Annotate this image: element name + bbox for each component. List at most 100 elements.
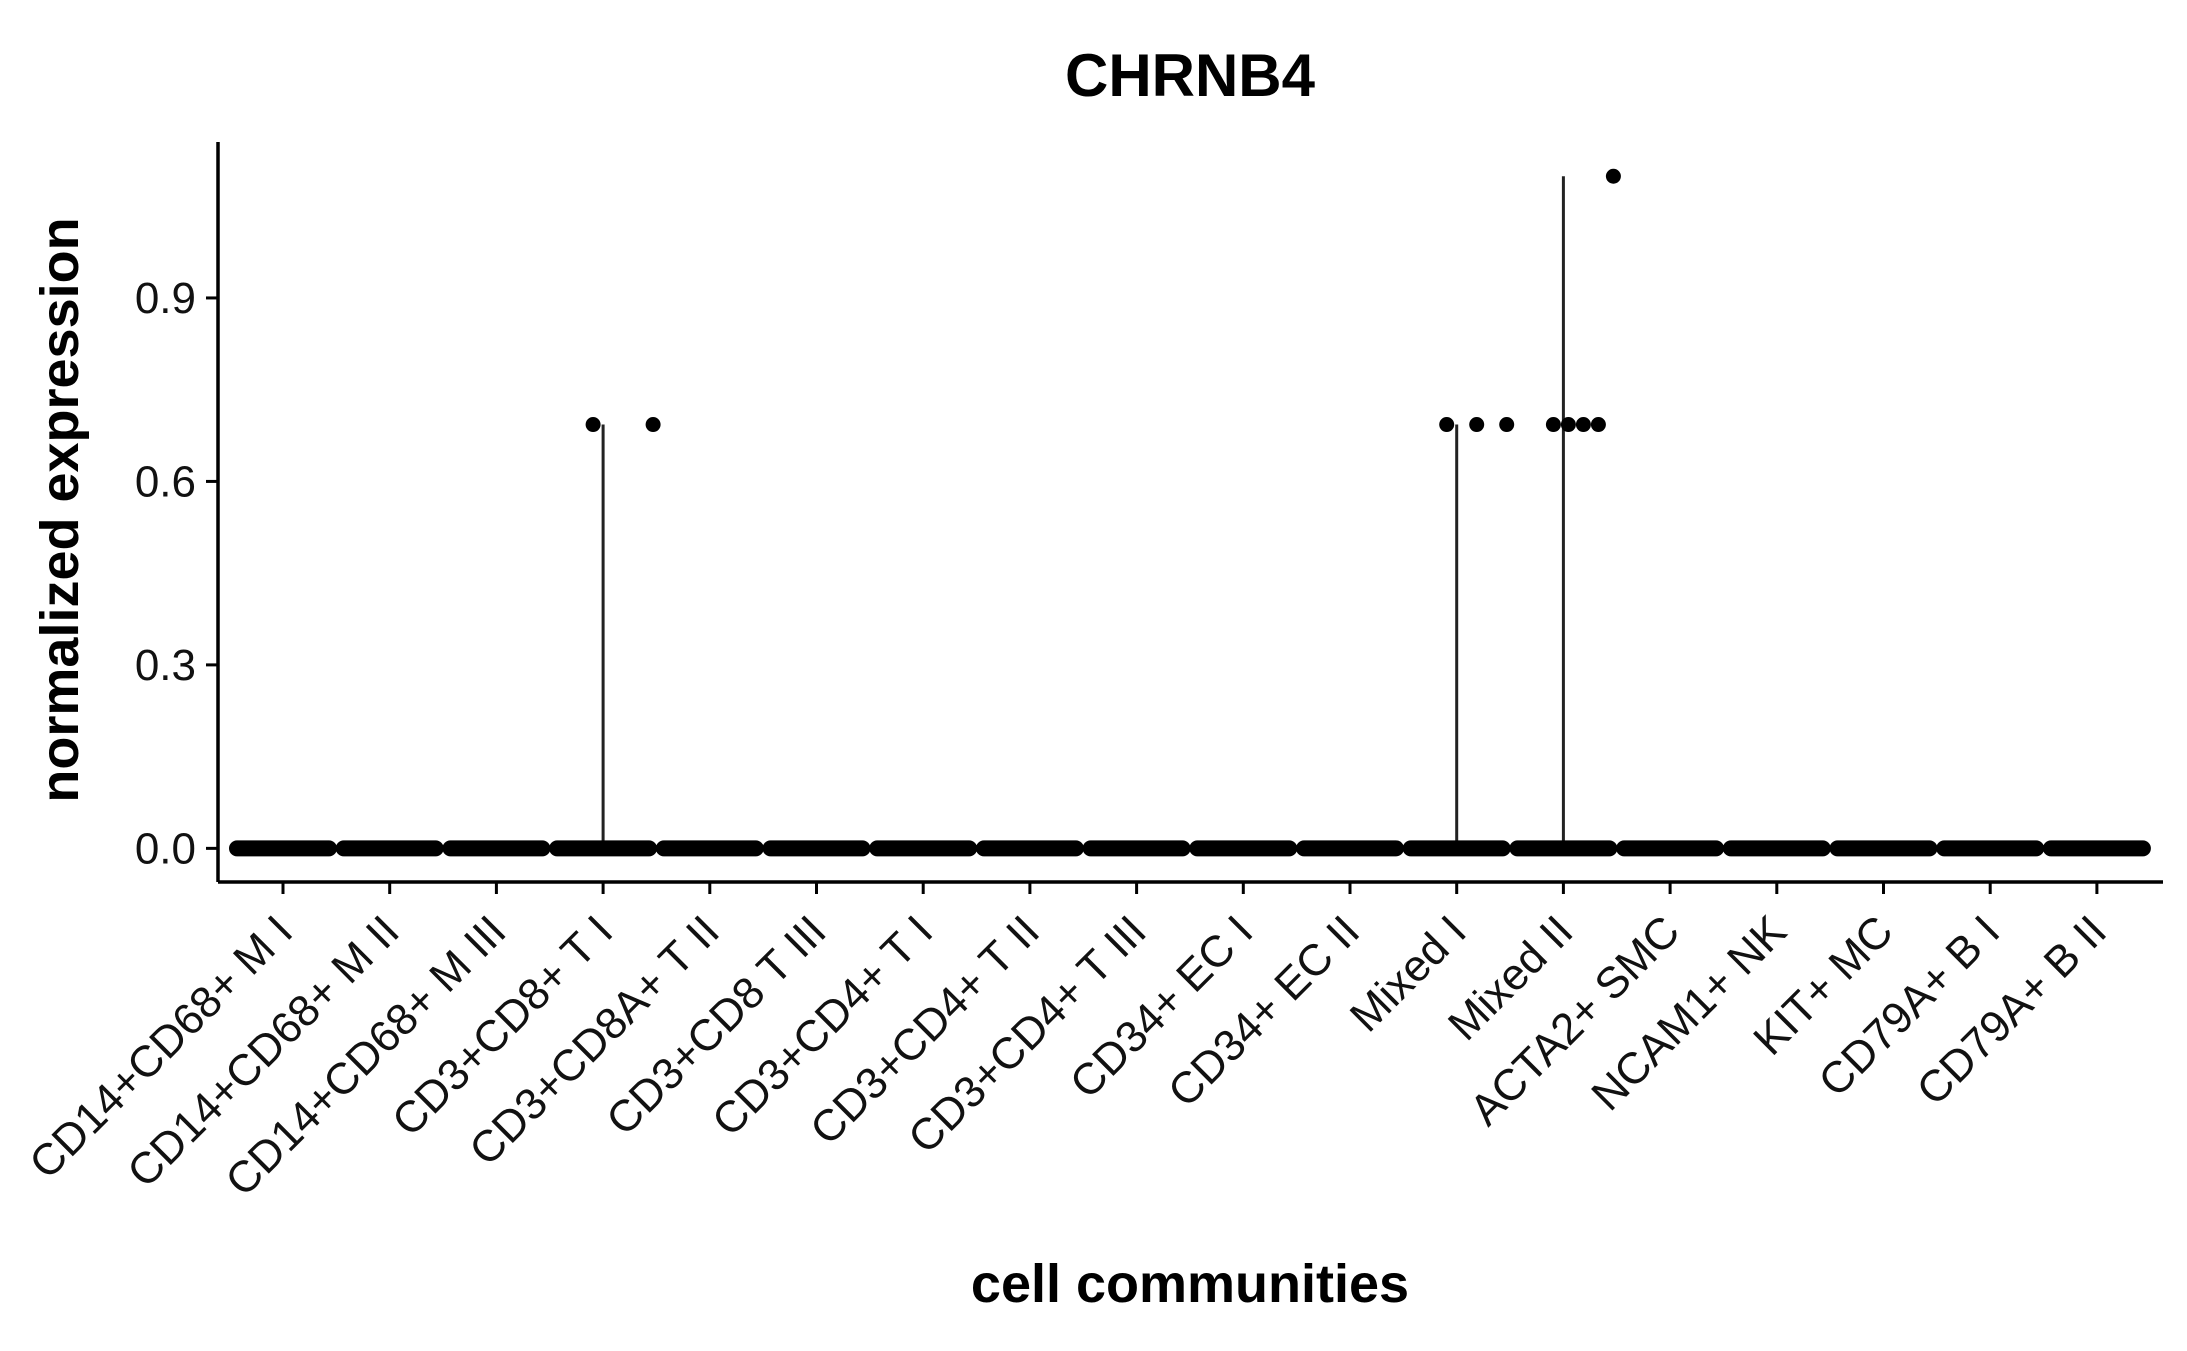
data-point — [1938, 841, 1953, 856]
data-point — [1648, 841, 1663, 856]
data-point — [824, 841, 839, 856]
data-point — [1618, 841, 1633, 856]
data-point — [1266, 841, 1281, 856]
data-point — [1439, 417, 1455, 433]
data-point — [1545, 417, 1561, 433]
data-point — [2028, 841, 2043, 856]
data-point — [1590, 417, 1606, 433]
data-point — [1693, 841, 1708, 856]
data-point — [551, 841, 566, 856]
data-point — [1861, 841, 1876, 856]
data-point — [1784, 841, 1799, 856]
data-point — [2044, 841, 2059, 856]
data-point — [306, 841, 320, 856]
data-point — [1221, 841, 1236, 856]
data-point — [352, 841, 367, 856]
data-point — [977, 841, 992, 856]
data-point — [1084, 841, 1099, 856]
plot-area — [229, 168, 2151, 857]
data-point — [1328, 841, 1342, 856]
data-point — [489, 841, 504, 856]
data-point — [1541, 841, 1556, 856]
category-group-8 — [975, 840, 1084, 857]
data-point — [764, 841, 779, 856]
data-point — [459, 841, 474, 856]
data-point — [672, 841, 687, 856]
data-point — [854, 841, 869, 856]
data-point — [1499, 417, 1515, 433]
data-point — [474, 841, 489, 856]
data-point — [1921, 841, 1936, 856]
data-point — [1799, 841, 1814, 856]
data-point — [1206, 841, 1221, 856]
data-point — [1251, 841, 1266, 856]
data-point — [337, 841, 352, 856]
category-group-18 — [2042, 840, 2151, 857]
data-point — [534, 841, 549, 856]
data-point — [581, 841, 596, 856]
data-point — [566, 841, 581, 856]
category-group-16 — [1829, 840, 1938, 857]
data-point — [1144, 841, 1159, 856]
data-point — [1998, 841, 2013, 856]
category-group-4 — [549, 417, 661, 857]
data-point — [961, 841, 976, 856]
data-point — [611, 841, 626, 856]
data-point — [427, 841, 442, 856]
data-point — [1754, 841, 1769, 856]
data-point — [1469, 417, 1485, 433]
data-point — [1571, 841, 1586, 856]
data-point — [1419, 841, 1434, 856]
data-point — [641, 841, 656, 856]
category-group-5 — [655, 840, 764, 857]
data-point — [1678, 841, 1693, 856]
y-tick-label: 0.9 — [135, 274, 196, 323]
data-point — [901, 841, 916, 856]
data-point — [1388, 841, 1402, 856]
data-point — [2089, 841, 2104, 856]
data-point — [1601, 841, 1616, 856]
x-axis-label: cell communities — [971, 1254, 1409, 1314]
data-point — [1434, 841, 1449, 856]
y-tick-label: 0.0 — [135, 824, 196, 873]
data-point — [1343, 841, 1357, 856]
data-point — [717, 841, 732, 856]
category-group-14 — [1616, 840, 1725, 857]
data-point — [2059, 841, 2074, 856]
data-point — [1831, 841, 1846, 856]
y-tick-label: 0.3 — [135, 641, 196, 690]
data-point — [1511, 841, 1526, 856]
data-point — [779, 841, 794, 856]
data-point — [886, 841, 901, 856]
data-point — [2013, 841, 2028, 856]
data-point — [1129, 841, 1144, 856]
category-group-17 — [1936, 840, 2045, 857]
data-point — [1891, 841, 1906, 856]
data-point — [687, 841, 702, 856]
data-point — [794, 841, 809, 856]
data-point — [321, 841, 335, 856]
data-point — [1159, 841, 1174, 856]
data-point — [1708, 841, 1723, 856]
data-point — [839, 841, 854, 856]
data-point — [1298, 841, 1312, 856]
data-point — [1953, 841, 1968, 856]
data-point — [946, 841, 961, 856]
data-point — [1739, 841, 1754, 856]
data-point — [1586, 841, 1601, 856]
data-point — [1494, 841, 1509, 856]
data-point — [702, 841, 717, 856]
data-point — [1067, 841, 1082, 856]
data-point — [1663, 841, 1678, 856]
data-point — [397, 841, 412, 856]
chart-title: CHRNB4 — [1065, 42, 1316, 109]
data-point — [412, 841, 427, 856]
data-point — [871, 841, 886, 856]
data-point — [382, 841, 397, 856]
category-group-15 — [1722, 840, 1831, 857]
data-point — [2074, 841, 2089, 856]
data-point — [626, 841, 641, 856]
